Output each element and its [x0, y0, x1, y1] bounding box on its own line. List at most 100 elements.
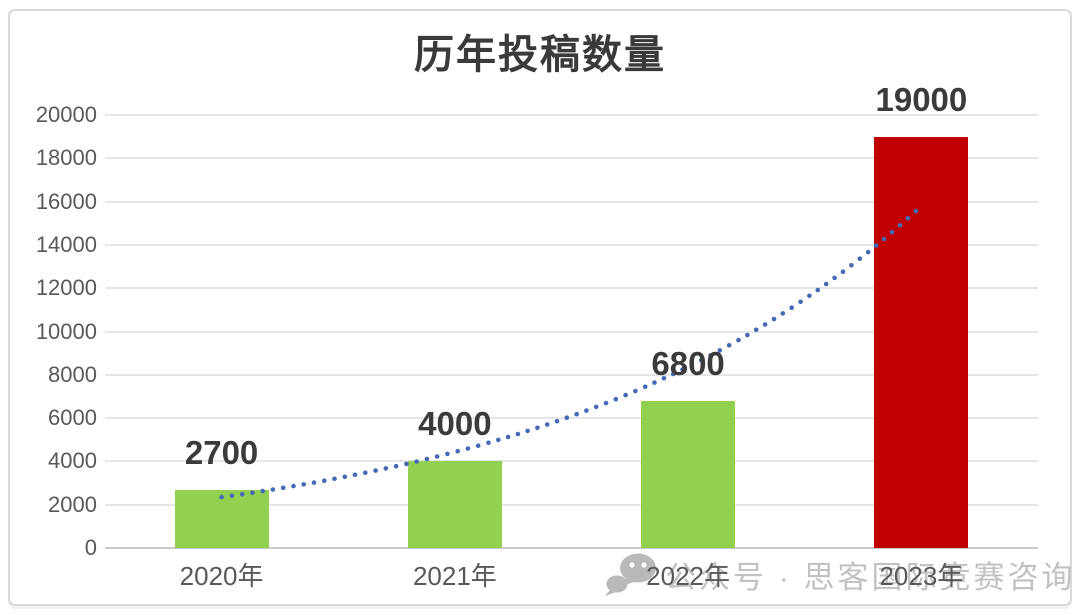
trend-dot — [515, 431, 521, 437]
trend-dot — [280, 485, 286, 491]
trend-dot — [762, 322, 768, 327]
trend-dot — [897, 223, 903, 228]
bar-value-label: 6800 — [651, 344, 725, 382]
trend-dot — [881, 236, 887, 242]
trend-dot — [363, 470, 368, 476]
trend-dot — [424, 456, 430, 462]
trend-dot — [815, 287, 821, 293]
trend-dot — [753, 327, 759, 333]
x-tick-label: 2023年 — [879, 561, 964, 591]
trend-dot — [544, 422, 550, 427]
trend-dot — [670, 371, 676, 377]
chart-frame — [8, 9, 1072, 606]
trend-dot — [445, 451, 450, 457]
bar — [407, 461, 502, 548]
trend-dot — [623, 392, 628, 398]
y-tick-label: 12000 — [35, 275, 97, 301]
trend-dot — [789, 305, 794, 311]
x-tick-label: 2021年 — [412, 561, 497, 591]
trend-dot — [291, 483, 296, 489]
chart-title: 历年投稿数量 — [414, 31, 666, 78]
trend-dot — [832, 275, 837, 281]
trend-dot — [661, 376, 667, 381]
trend-dot — [525, 428, 530, 434]
trend-dot — [373, 468, 378, 473]
trend-dot — [745, 332, 750, 338]
trend-dot — [593, 404, 599, 410]
gridline — [105, 460, 1038, 463]
trend-dot — [698, 357, 704, 363]
gridline — [105, 503, 1038, 506]
trend-dot — [352, 472, 358, 478]
x-tick-label: 2022年 — [646, 561, 731, 591]
trend-dot — [840, 269, 846, 275]
y-tick-label: 10000 — [35, 318, 97, 344]
trend-dot — [849, 263, 854, 268]
bar — [641, 400, 736, 548]
trend-dot — [780, 311, 786, 316]
watermark-text: 公众号 · 思客国际竞赛咨询 — [665, 559, 1076, 595]
gridline — [105, 287, 1038, 290]
trend-dot — [736, 337, 741, 343]
trend-dot — [603, 400, 609, 406]
trend-dot — [311, 480, 317, 485]
trend-dot — [332, 476, 337, 482]
trend-dot — [239, 491, 245, 497]
trend-dot — [584, 408, 589, 413]
trend-dot — [505, 434, 511, 440]
y-tick-label: 4000 — [48, 448, 97, 474]
y-tick-label: 8000 — [48, 361, 97, 387]
trend-dot — [414, 459, 419, 464]
trend-dot — [393, 463, 399, 469]
trend-dot — [633, 388, 638, 394]
trend-dot — [475, 443, 481, 449]
x-tick-label: 2020年 — [179, 561, 264, 591]
y-tick-label: 16000 — [35, 188, 97, 214]
y-tick-label: 2000 — [48, 491, 97, 517]
gridline — [105, 200, 1038, 203]
gridline — [105, 243, 1038, 246]
trend-dot — [652, 380, 657, 385]
trend-dot — [642, 384, 648, 390]
bar-value-label: 4000 — [418, 405, 492, 443]
trend-dot — [260, 488, 266, 494]
y-tick-label: 6000 — [48, 405, 97, 431]
trend-dot — [322, 478, 327, 484]
trend-dot — [250, 490, 255, 496]
trend-dot — [564, 415, 570, 421]
wechat-icon — [605, 553, 656, 596]
trend-dot — [535, 425, 540, 431]
trend-dot — [708, 353, 713, 358]
trend-dot — [455, 448, 461, 454]
trend-dot — [889, 229, 895, 235]
gridline — [105, 417, 1038, 420]
y-tick-label: 18000 — [35, 145, 97, 171]
trend-dot — [865, 249, 871, 255]
trend-dot — [798, 299, 803, 305]
trend-dot — [913, 208, 919, 214]
trend-dot — [905, 216, 911, 221]
y-tick-label: 0 — [84, 535, 97, 560]
trend-dot — [689, 362, 695, 368]
gridline — [105, 373, 1038, 376]
trend-dot — [301, 482, 307, 487]
trend-dot — [486, 440, 491, 446]
trend-dot — [383, 466, 389, 471]
trend-dot — [823, 281, 829, 287]
trend-dot — [717, 348, 723, 353]
trend-dot — [613, 396, 619, 402]
trend-dot — [496, 437, 501, 443]
trend-dot — [857, 256, 863, 262]
trend-dot — [434, 454, 440, 459]
y-tick-label: 20000 — [35, 102, 97, 127]
trend-dot — [229, 493, 235, 499]
gridline — [105, 330, 1038, 333]
trend-dot — [554, 418, 560, 424]
gridline — [105, 547, 1038, 549]
trend-dot — [771, 316, 777, 322]
watermark: 公众号 · 思客国际竞赛咨询 — [604, 551, 1076, 597]
trend-dot — [574, 411, 579, 417]
trend-dot — [726, 343, 732, 348]
